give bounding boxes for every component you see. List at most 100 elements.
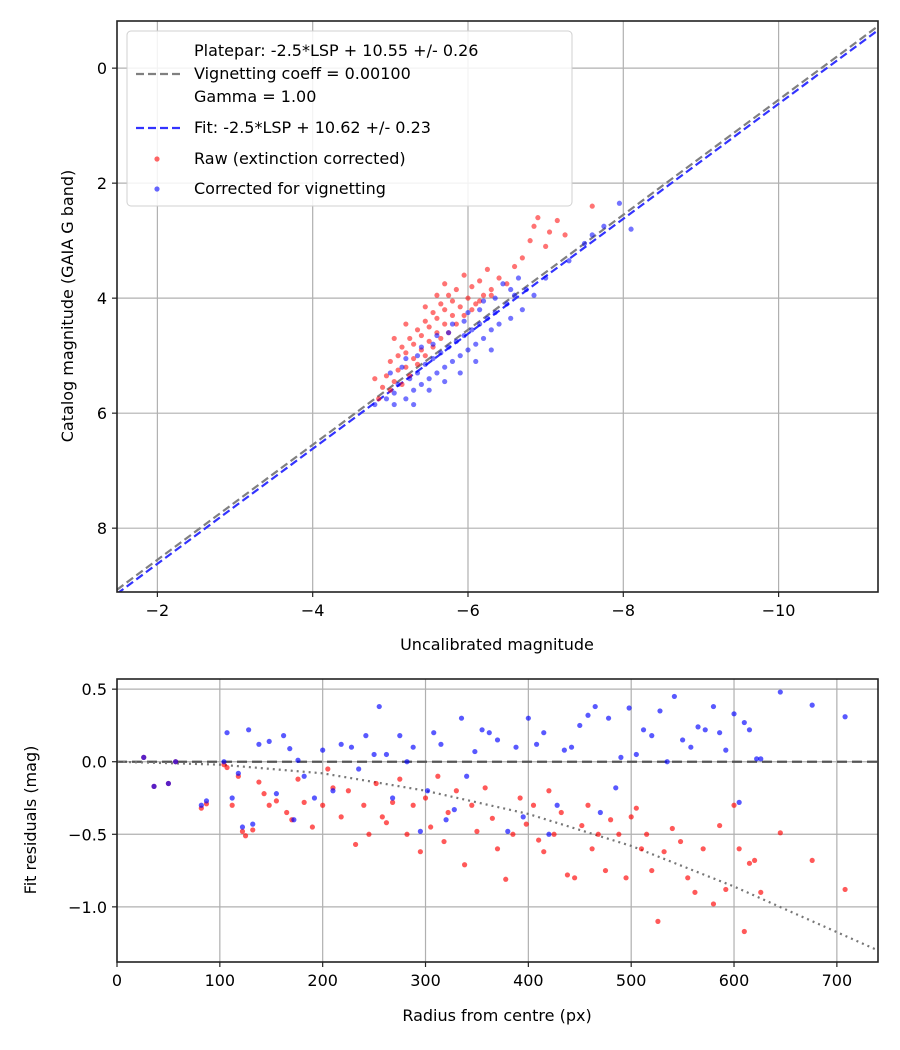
raw-point bbox=[457, 304, 463, 310]
corrected-point bbox=[438, 741, 444, 747]
y-ticks: 0 2 4 6 8 bbox=[97, 59, 117, 538]
y-tick-label: 0.5 bbox=[82, 680, 107, 699]
corrected-point bbox=[404, 759, 410, 765]
raw-point bbox=[746, 860, 753, 866]
raw-point bbox=[465, 295, 471, 301]
raw-point bbox=[410, 802, 416, 808]
legend-corrected-marker-icon bbox=[154, 186, 160, 192]
corrected-point bbox=[480, 298, 487, 304]
raw-point bbox=[504, 281, 510, 287]
raw-point bbox=[558, 809, 564, 816]
corrected-point bbox=[311, 795, 318, 801]
raw-point bbox=[661, 849, 667, 855]
corrected-point bbox=[445, 330, 452, 336]
raw-point bbox=[442, 307, 448, 313]
corrected-point bbox=[628, 226, 634, 232]
raw-point bbox=[449, 312, 456, 319]
raw-point bbox=[295, 776, 301, 782]
corrected-point bbox=[546, 831, 552, 837]
corrected-point bbox=[426, 387, 432, 393]
raw-point bbox=[469, 284, 475, 290]
corrected-point bbox=[613, 785, 619, 791]
raw-point bbox=[564, 872, 571, 878]
raw-point bbox=[399, 381, 405, 388]
raw-point bbox=[644, 831, 650, 837]
corrected-point bbox=[519, 307, 525, 313]
corrected-point bbox=[457, 353, 463, 359]
corrected-point bbox=[371, 751, 377, 758]
corrected-point bbox=[449, 321, 456, 327]
corrected-point bbox=[541, 730, 547, 736]
raw-point bbox=[623, 875, 629, 881]
raw-point bbox=[434, 292, 440, 298]
axes-frame bbox=[116, 678, 879, 963]
raw-point bbox=[338, 814, 344, 820]
corrected-point bbox=[383, 751, 390, 758]
raw-point bbox=[422, 353, 428, 359]
raw-point bbox=[239, 828, 246, 834]
corrected-point bbox=[407, 376, 413, 382]
corrected-point bbox=[453, 338, 459, 344]
corrected-point bbox=[403, 396, 409, 402]
x-tick-label: 200 bbox=[307, 971, 338, 990]
raw-point bbox=[403, 350, 409, 356]
raw-point bbox=[261, 791, 267, 797]
x-tick-label: 100 bbox=[205, 971, 236, 990]
legend-corrected-label: Corrected for vignetting bbox=[194, 179, 386, 198]
corrected-point bbox=[809, 702, 815, 708]
x-tick-label: 300 bbox=[410, 971, 441, 990]
corrected-point bbox=[426, 376, 432, 382]
x-tick-label: −8 bbox=[612, 601, 636, 620]
raw-point bbox=[404, 831, 410, 837]
raw-point bbox=[655, 918, 661, 924]
raw-point bbox=[519, 255, 525, 261]
corrected-point bbox=[589, 232, 595, 238]
legend-platepar-label-line1: Platepar: -2.5*LSP + 10.55 +/- 0.26 bbox=[194, 41, 478, 60]
raw-point bbox=[685, 875, 691, 881]
raw-point bbox=[616, 831, 622, 837]
raw-point bbox=[224, 764, 230, 771]
corrected-point bbox=[411, 401, 417, 408]
raw-point bbox=[461, 862, 468, 868]
corrected-point bbox=[235, 770, 241, 776]
corrected-point bbox=[688, 744, 694, 750]
raw-point bbox=[589, 203, 595, 209]
raw-point bbox=[352, 841, 359, 848]
corrected-point bbox=[280, 733, 287, 739]
corrected-point bbox=[736, 799, 742, 805]
raw-point bbox=[809, 857, 815, 864]
corrected-point bbox=[525, 715, 531, 721]
raw-point bbox=[403, 321, 409, 327]
raw-point bbox=[256, 779, 262, 785]
legend-raw-marker-icon bbox=[154, 156, 160, 162]
raw-point bbox=[723, 886, 729, 893]
corrected-point bbox=[473, 341, 479, 347]
corrected-point bbox=[777, 689, 783, 695]
corrected-point bbox=[458, 715, 465, 721]
corrected-point bbox=[295, 757, 301, 763]
corrected-point bbox=[442, 378, 448, 385]
x-tick-label: 500 bbox=[616, 971, 647, 990]
legend-platepar-label-line2: Vignetting coeff = 0.00100 bbox=[194, 64, 411, 83]
corrected-point bbox=[348, 744, 355, 750]
raw-point bbox=[510, 831, 516, 837]
raw-point bbox=[445, 809, 451, 816]
raw-point bbox=[438, 301, 444, 307]
corrected-point bbox=[492, 309, 498, 316]
raw-point bbox=[480, 292, 487, 298]
raw-point bbox=[418, 332, 424, 339]
corrected-point bbox=[434, 370, 440, 376]
y-tick-label: 2 bbox=[97, 174, 107, 193]
corrected-point bbox=[461, 332, 467, 339]
raw-point bbox=[700, 846, 706, 852]
corrected-point bbox=[173, 759, 179, 765]
raw-point bbox=[422, 304, 428, 310]
corrected-point bbox=[356, 766, 362, 772]
raw-point bbox=[536, 837, 542, 843]
raw-point bbox=[325, 766, 331, 772]
raw-point bbox=[649, 867, 655, 874]
corrected-point bbox=[424, 788, 431, 794]
raw-point bbox=[372, 376, 378, 382]
corrected-point bbox=[399, 364, 405, 370]
raw-point bbox=[391, 378, 397, 385]
